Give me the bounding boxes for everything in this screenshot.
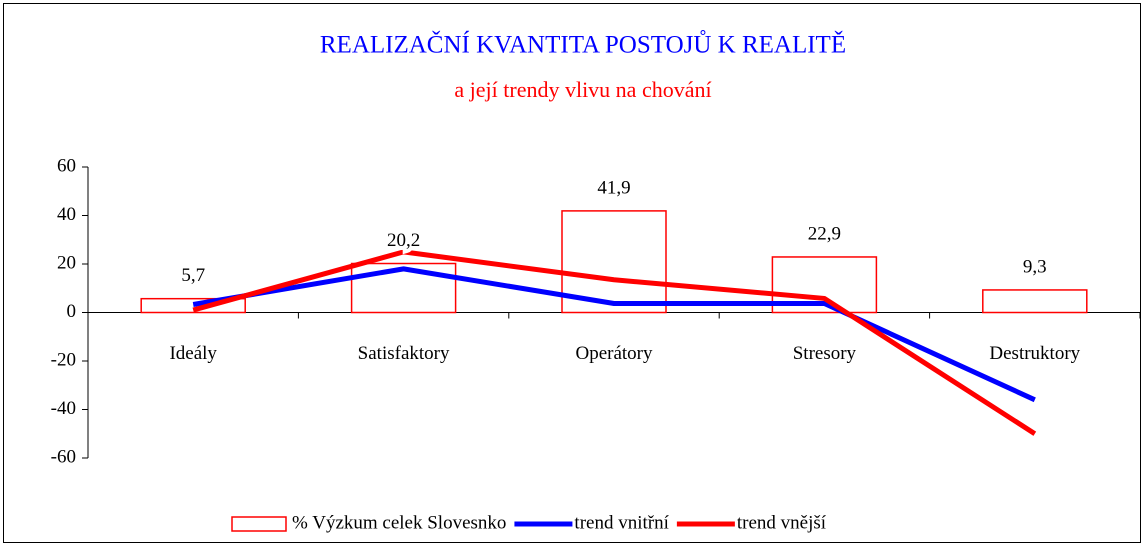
chart-title: REALIZAČNÍ KVANTITA POSTOJŮ K REALITĚ — [320, 30, 846, 59]
legend-swatch — [231, 516, 287, 532]
y-tick-label: -40 — [51, 398, 76, 419]
value-label: 41,9 — [597, 177, 630, 198]
y-tick-label: -60 — [51, 446, 76, 467]
bar — [350, 262, 457, 314]
chart-subtitle: a její trendy vlivu na chování — [454, 77, 711, 102]
y-tick-label: 0 — [67, 301, 77, 322]
x-tick-label: Satisfaktory — [358, 343, 450, 364]
y-tick-label: -20 — [51, 349, 76, 370]
value-label: 9,3 — [1023, 256, 1047, 277]
x-tick-label: Ideály — [169, 343, 217, 364]
legend-label: % Výzkum celek Slovesnko — [292, 512, 506, 533]
legend-label: trend vnitřní — [574, 512, 669, 533]
value-label: 5,7 — [181, 265, 205, 286]
value-label: 20,2 — [387, 230, 420, 251]
bar — [982, 289, 1088, 314]
legend-label: trend vnější — [737, 512, 827, 533]
trend-line — [192, 266, 1036, 403]
y-tick-label: 40 — [57, 204, 76, 225]
y-tick-label: 60 — [57, 155, 76, 176]
y-tick-label: 20 — [57, 252, 76, 273]
x-tick-label: Stresory — [793, 343, 857, 364]
x-tick-label: Operátory — [575, 343, 653, 364]
trend-line — [192, 249, 1037, 436]
x-tick-label: Destruktory — [989, 343, 1080, 364]
value-label: 22,9 — [808, 223, 841, 244]
